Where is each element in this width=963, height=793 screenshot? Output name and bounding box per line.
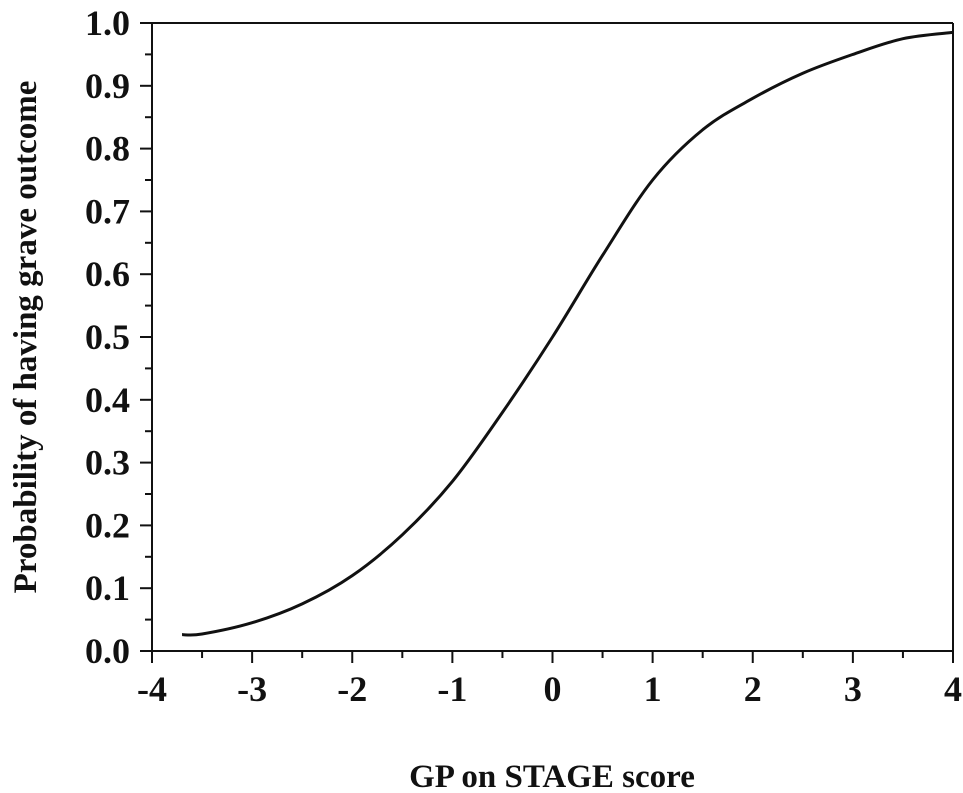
y-axis-title: Probability of having grave outcome (8, 81, 44, 594)
x-axis-ticks (151, 651, 954, 663)
x-tick-label: -1 (437, 669, 467, 709)
x-tick-label: -3 (237, 669, 267, 709)
x-tick-label: 1 (644, 669, 662, 709)
x-axis-title: GP on STAGE score (409, 759, 695, 793)
y-tick-label: 0.7 (85, 191, 130, 231)
x-tick-label: -4 (137, 669, 167, 709)
x-tick-labels: -4 -3 -2 -1 0 1 2 3 4 (137, 669, 962, 709)
x-tick-label: 4 (944, 669, 962, 709)
y-tick-label: 0.2 (85, 505, 130, 545)
series-layer (181, 30, 954, 637)
y-tick-label: 0.5 (85, 317, 130, 357)
y-tick-label: 0.0 (85, 631, 130, 671)
x-tick-label: 3 (844, 669, 862, 709)
y-tick-label: 0.6 (85, 254, 130, 294)
y-tick-label: 0.3 (85, 443, 130, 483)
y-tick-labels: 0.0 0.1 0.2 0.3 0.4 0.5 0.6 0.7 0.8 0.9 1.0 (85, 3, 130, 671)
y-tick-label: 1.0 (85, 3, 130, 43)
y-tick-label: 0.1 (85, 568, 130, 608)
y-tick-label: 0.8 (85, 129, 130, 169)
x-tick-label: 0 (544, 669, 562, 709)
series-line (181, 30, 954, 637)
y-tick-label: 0.9 (85, 66, 130, 106)
y-tick-label: 0.4 (85, 380, 130, 420)
x-tick-label: 2 (744, 669, 762, 709)
y-axis-ticks (140, 22, 152, 652)
x-tick-label: -2 (337, 669, 367, 709)
